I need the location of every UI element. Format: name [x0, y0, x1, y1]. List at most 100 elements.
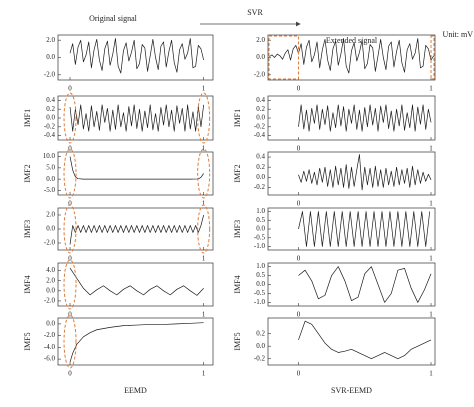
signal-line: [69, 38, 204, 74]
y-tick-label: -6.0: [44, 355, 56, 363]
y-tick-label: 0.0: [46, 175, 55, 183]
edge-highlight: [197, 148, 211, 199]
y-tick-label: 0.0: [256, 173, 265, 181]
edge-highlight: [63, 314, 77, 369]
arrow-label: SVR: [247, 8, 263, 17]
y-tick-label: 1.0: [256, 262, 265, 270]
y-tick-label: 0.0: [46, 114, 55, 122]
edge-highlight: [197, 204, 211, 254]
x-tick-label: 0: [68, 370, 72, 378]
signal-line: [298, 266, 432, 303]
signal-line: [298, 211, 431, 247]
x-tick-label: 0: [297, 370, 301, 378]
x-tick-label: 1: [429, 85, 433, 93]
plot-frame: [57, 262, 214, 307]
y-tick-label: 0.2: [256, 329, 265, 337]
y-axis-label: IMF2: [233, 164, 242, 182]
signal-line: [298, 320, 432, 360]
y-tick-label: -0.4: [44, 131, 56, 139]
x-tick-label: 1: [202, 200, 206, 208]
x-tick-label: 0: [68, 255, 72, 263]
x-tick-label: 0: [297, 200, 301, 208]
y-axis-label: IMF4: [23, 275, 32, 293]
extension-box: [430, 35, 435, 80]
x-tick-label: 0: [68, 200, 72, 208]
y-tick-label: 0.4: [46, 96, 55, 104]
y-tick-label: 0.0: [46, 286, 55, 294]
y-tick-label: 0.2: [46, 105, 55, 113]
y-tick-label: -0.2: [254, 122, 266, 130]
y-tick-label: -0.2: [254, 354, 266, 362]
y-tick-label: -1.0: [254, 298, 266, 306]
x-tick-label: 1: [202, 85, 206, 93]
y-tick-label: -2.0: [44, 70, 56, 78]
x-tick-label: 0: [68, 311, 72, 319]
y-tick-label: 2.0: [46, 211, 55, 219]
y-tick-label: 0.4: [256, 153, 265, 161]
plot-frame: [267, 317, 436, 366]
edge-highlight: [63, 92, 77, 144]
x-tick-label: 1: [429, 255, 433, 263]
y-tick-label: -1.0: [254, 242, 266, 250]
y-tick-label: 0.5: [256, 271, 265, 279]
y-tick-label: 2.0: [46, 276, 55, 284]
y-axis-label: IMF5: [23, 332, 32, 350]
y-tick-label: -0.5: [254, 233, 266, 241]
x-tick-label: 1: [202, 255, 206, 263]
x-tick-label: 1: [202, 145, 206, 153]
x-axis-label: SVR-EEMD: [331, 386, 372, 395]
y-axis-label: IMF4: [233, 275, 242, 293]
y-tick-label: 4.0: [46, 266, 55, 274]
signal-line: [69, 104, 204, 132]
plot-frame: [267, 95, 436, 141]
x-tick-label: 0: [297, 145, 301, 153]
y-tick-label: -2.0: [254, 70, 266, 78]
x-axis-label: EEMD: [124, 386, 147, 395]
x-tick-label: 1: [429, 311, 433, 319]
y-tick-label: 10.0: [43, 152, 56, 160]
x-tick-label: 0: [297, 255, 301, 263]
edge-highlight: [63, 148, 77, 199]
y-tick-label: 0.0: [256, 53, 265, 61]
y-tick-label: -2.0: [44, 239, 56, 247]
y-axis-label: IMF1: [23, 109, 32, 127]
x-tick-label: 0: [68, 85, 72, 93]
y-tick-label: 0.0: [46, 225, 55, 233]
signal-line: [69, 322, 204, 363]
y-axis-label: IMF3: [23, 220, 32, 238]
y-tick-label: 0.0: [256, 280, 265, 288]
x-tick-label: 1: [429, 145, 433, 153]
extension-box: [268, 35, 299, 80]
x-tick-label: 1: [429, 200, 433, 208]
y-axis-label: IMF1: [233, 109, 242, 127]
unit-note: Unit: mV: [443, 30, 474, 39]
signal-line: [69, 267, 204, 296]
y-tick-label: 0.4: [256, 96, 265, 104]
panel-title: Extended signal: [326, 36, 378, 45]
panel-title: Original signal: [89, 14, 138, 23]
y-tick-label: -2.0: [44, 297, 56, 305]
signal-line: [69, 214, 204, 245]
x-tick-label: 1: [202, 311, 206, 319]
x-tick-label: 0: [68, 145, 72, 153]
y-tick-label: 0.0: [256, 114, 265, 122]
y-tick-label: -0.4: [254, 131, 266, 139]
x-tick-label: 1: [429, 370, 433, 378]
y-tick-label: -0.5: [254, 289, 266, 297]
plot-frame: [267, 151, 436, 196]
edge-highlight: [197, 92, 211, 144]
y-tick-label: 0.0: [256, 342, 265, 350]
y-axis-label: IMF3: [233, 220, 242, 238]
x-tick-label: 0: [297, 85, 301, 93]
y-axis-label: IMF2: [23, 164, 32, 182]
edge-highlight: [63, 259, 77, 310]
y-tick-label: 0.0: [46, 53, 55, 61]
y-tick-label: 0.0: [256, 225, 265, 233]
y-tick-label: 1.0: [256, 207, 265, 215]
y-tick-label: 2.0: [256, 36, 265, 44]
x-tick-label: 1: [202, 370, 206, 378]
y-tick-label: -2.0: [44, 331, 56, 339]
y-tick-label: -4.0: [44, 343, 56, 351]
x-tick-label: 0: [297, 311, 301, 319]
